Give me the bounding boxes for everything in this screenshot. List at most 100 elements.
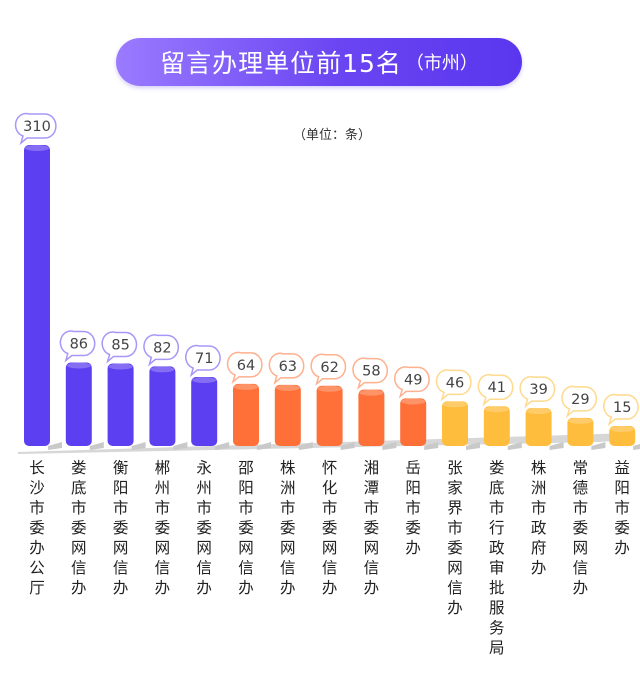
- value-text: 71: [195, 351, 213, 367]
- value-label: 86: [59, 330, 96, 363]
- value-text: 49: [404, 372, 422, 388]
- value-text: 15: [613, 400, 631, 416]
- bar-cap: [108, 363, 133, 370]
- bar-cap: [359, 389, 384, 396]
- bar-shadow: [466, 442, 480, 450]
- bar-shadow: [424, 442, 439, 450]
- value-bubble: [14, 112, 57, 146]
- category-label: 常德市委网信办: [572, 459, 589, 597]
- unit-label: （单位：条）: [293, 128, 372, 143]
- bar: [191, 377, 218, 446]
- value-label: 15: [603, 393, 639, 427]
- category-label: 娄底市行政审批服务局: [489, 459, 505, 657]
- bar-shadow: [215, 442, 230, 450]
- bar-cap: [150, 366, 175, 373]
- bar-cap: [192, 377, 217, 384]
- bar: [442, 401, 468, 446]
- value-label: 46: [435, 369, 472, 402]
- bar-shadow: [507, 442, 522, 450]
- value-label: 62: [310, 353, 347, 386]
- category-label: 株洲市委网信办: [280, 459, 296, 597]
- value-bubble: [226, 351, 263, 384]
- value-label: 82: [143, 334, 180, 367]
- value-bubble: [603, 393, 639, 427]
- bar-shadow: [340, 442, 355, 450]
- bar-shadow: [382, 442, 397, 450]
- bar-cap: [25, 145, 49, 151]
- value-label: 64: [226, 351, 263, 384]
- category-label: 郴州市委网信办: [154, 459, 171, 597]
- chart-title-sub: （市州）: [405, 53, 478, 74]
- bar-shadow: [633, 444, 640, 450]
- bar-cap: [401, 398, 426, 405]
- value-bubble: [185, 344, 221, 378]
- bar: [316, 385, 343, 446]
- value-text: 62: [320, 360, 338, 376]
- value-bubble: [394, 366, 430, 399]
- value-text: 58: [362, 364, 380, 380]
- value-bubble: [435, 369, 472, 402]
- bar-cap: [317, 385, 342, 392]
- value-bubble: [101, 331, 138, 364]
- value-text: 86: [70, 336, 88, 352]
- bar-cap: [484, 406, 509, 413]
- bar: [358, 389, 385, 446]
- value-text: 63: [279, 359, 297, 375]
- value-text: 310: [23, 119, 51, 135]
- bar: [65, 362, 92, 446]
- bar: [149, 366, 176, 446]
- value-label: 63: [268, 352, 305, 385]
- value-text: 85: [111, 337, 129, 353]
- bar: [525, 408, 552, 446]
- category-label: 怀化市委网信办: [321, 459, 338, 597]
- bar-shadow: [257, 442, 271, 450]
- category-label: 长沙市委办公厅: [29, 459, 45, 597]
- value-label: 39: [519, 375, 556, 409]
- value-bubble: [310, 353, 347, 386]
- category-label: 益阳市委办: [614, 459, 630, 557]
- bar-shadow: [298, 442, 313, 450]
- category-label: 永州市委网信办: [196, 459, 212, 597]
- bars-layer: [24, 145, 636, 446]
- bar-cap: [526, 408, 551, 415]
- bar-shadow: [549, 442, 564, 450]
- bar: [400, 398, 427, 446]
- chart-title: 留言办理单位前15名 （市州）: [116, 38, 522, 86]
- bar: [24, 145, 50, 446]
- category-label: 娄底市委网信办: [71, 459, 87, 597]
- category-label: 岳阳市委办: [405, 459, 421, 557]
- category-label: 衡阳市委网信办: [112, 459, 129, 597]
- value-text: 64: [237, 358, 255, 374]
- bar: [107, 363, 134, 446]
- bar-cap: [610, 426, 635, 432]
- value-bubble: [59, 330, 96, 363]
- bar-cap: [66, 362, 91, 369]
- value-text: 46: [446, 375, 464, 391]
- bar: [233, 383, 259, 446]
- category-label: 邵阳市委网信办: [238, 459, 254, 597]
- value-bubble: [352, 357, 389, 390]
- category-label: 株洲市政府办: [530, 459, 547, 577]
- value-label: 85: [101, 331, 138, 364]
- value-label: 49: [394, 366, 430, 399]
- chart-title-main: 留言办理单位前15名: [160, 49, 402, 78]
- bar-shadow: [173, 442, 188, 450]
- value-text: 41: [488, 380, 506, 396]
- bar-shadow: [89, 442, 104, 450]
- bar: [567, 417, 594, 446]
- value-label: 71: [185, 344, 221, 378]
- value-label: 29: [561, 385, 598, 418]
- value-text: 39: [529, 382, 547, 398]
- value-bubble: [268, 352, 305, 385]
- bar: [483, 406, 510, 446]
- value-bubble: [561, 385, 598, 418]
- value-label: 41: [477, 373, 514, 407]
- bar: [274, 384, 301, 446]
- bar-shadow: [131, 442, 146, 450]
- value-bubble: [519, 375, 556, 409]
- bar-cap: [568, 417, 593, 424]
- bar-cap: [275, 384, 300, 391]
- category-label: 张家界市委网信办: [447, 459, 463, 617]
- bar-shadow: [591, 442, 606, 450]
